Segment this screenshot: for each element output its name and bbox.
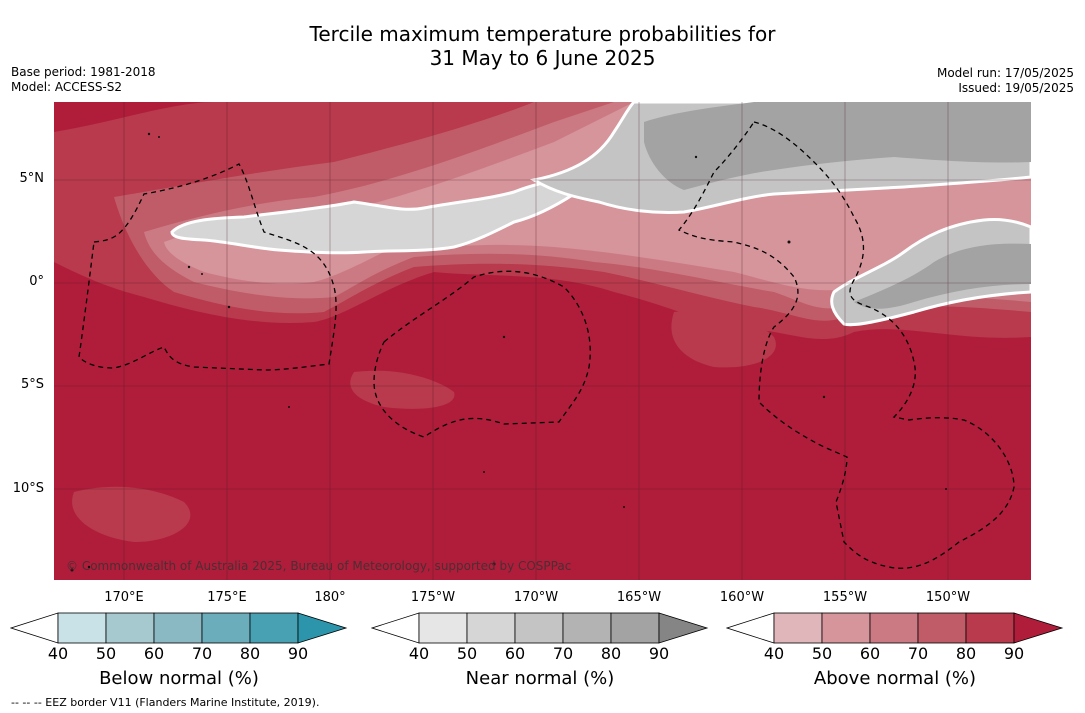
eez-borders [78,121,1015,569]
above-normal-colorbar-swatch [965,612,1015,644]
near-normal-colorbar-tick: 90 [648,644,670,663]
below-normal-colorbar-swatch [105,612,155,644]
near-normal-colorbar-swatch [610,612,660,644]
meta-left: Base period: 1981-2018 Model: ACCESS-S2 [11,65,156,95]
near-normal-colorbar-swatch [514,612,564,644]
above-normal-colorbar-tick: 80 [955,644,977,663]
near-normal-colorbar-tick: 40 [408,644,430,663]
above-normal-colorbar-tick: 40 [763,644,785,663]
near-normal-colorbar-tick: 60 [504,644,526,663]
near-normal-colorbar-low-extend [371,612,420,644]
lat-label-5n: 5°N [19,171,45,186]
base-period-text: Base period: 1981-2018 [11,65,156,79]
below-normal-colorbar-swatch [201,612,251,644]
near-normal-colorbar-swatch [658,612,709,644]
probability-map [54,102,1031,580]
graticule [54,102,1031,580]
coastlines [70,132,947,572]
above-normal-colorbar-swatch [1013,612,1064,644]
issued-text: Issued: 19/05/2025 [958,81,1074,95]
above-normal-colorbar-tick: 90 [1003,644,1025,663]
meta-right: Model run: 17/05/2025 Issued: 19/05/2025 [937,66,1074,96]
map-title: Tercile maximum temperature probabilitie… [0,22,1085,70]
near-normal-colorbar-swatch [418,612,468,644]
above-normal-colorbar-swatch [773,612,823,644]
below-normal-colorbar-swatch [153,612,203,644]
below-normal-colorbar-low-extend [10,612,59,644]
near-normal-region-north-dark [644,102,1031,190]
near-normal-region-east-dark [854,243,1031,309]
below-normal-colorbar-tick: 50 [95,644,117,663]
above-normal-patch-2 [72,486,191,542]
near-normal-colorbar-swatch [466,612,516,644]
model-run-text: Model run: 17/05/2025 [936,66,1074,80]
above-normal-colorbar-tick: 50 [811,644,833,663]
below-normal-colorbar-tick: 90 [287,644,309,663]
lat-label-5s: 5°S [20,377,44,392]
lon-label-170e: 170°E [104,590,144,605]
colorbar-near-normal-title: Near normal (%) [465,668,615,689]
colorbar-below-normal-title: Below normal (%) [99,668,259,689]
lon-label-170w: 170°W [513,590,559,605]
above-normal-colorbar-swatch [917,612,967,644]
lon-label-175w: 175°W [410,590,456,605]
map-title-line-2: 31 May to 6 June 2025 [429,46,656,70]
below-normal-colorbar-tick: 40 [47,644,69,663]
below-normal-colorbar-tick: 70 [191,644,213,663]
above-normal-colorbar-swatch [869,612,919,644]
below-normal-colorbar-swatch [297,612,348,644]
lat-label-0: 0° [29,274,44,289]
lon-label-150w: 150°W [925,590,971,605]
model-text: Model: ACCESS-S2 [11,80,123,94]
lat-label-10s: 10°S [12,481,44,496]
below-normal-colorbar-swatch [57,612,107,644]
near-normal-colorbar-tick: 80 [600,644,622,663]
colorbar-above-normal: 40 50 60 70 80 90 Above normal (%) [726,612,1066,702]
below-normal-colorbar-tick: 60 [143,644,165,663]
above-normal-patch-1 [671,310,776,368]
lon-label-175e: 175°E [207,590,247,605]
lon-label-160w: 160°W [719,590,765,605]
lon-label-165w: 165°W [616,590,662,605]
copyright-notice: © Commonwealth of Australia 2025, Bureau… [66,559,572,573]
colorbar-below-normal: 40 50 60 70 80 90 Below normal (%) [10,612,350,702]
lon-label-155w: 155°W [822,590,868,605]
colorbar-near-normal: 40 50 60 70 80 90 Near normal (%) [371,612,711,702]
near-normal-colorbar-tick: 50 [456,644,478,663]
below-normal-colorbar-tick: 80 [239,644,261,663]
above-normal-colorbar-swatch [821,612,871,644]
below-normal-colorbar-swatch [249,612,299,644]
above-normal-colorbar-low-extend [726,612,775,644]
lon-label-180: 180° [314,590,346,605]
above-normal-colorbar-tick: 70 [907,644,929,663]
colorbar-above-normal-title: Above normal (%) [813,668,977,689]
above-normal-patch-3 [350,370,455,409]
eez-legend-note: -- -- -- EEZ border V11 (Flanders Marine… [11,696,320,709]
map-title-line-1: Tercile maximum temperature probabilitie… [309,22,776,46]
near-normal-colorbar-tick: 70 [552,644,574,663]
above-normal-colorbar-tick: 60 [859,644,881,663]
near-normal-colorbar-swatch [562,612,612,644]
